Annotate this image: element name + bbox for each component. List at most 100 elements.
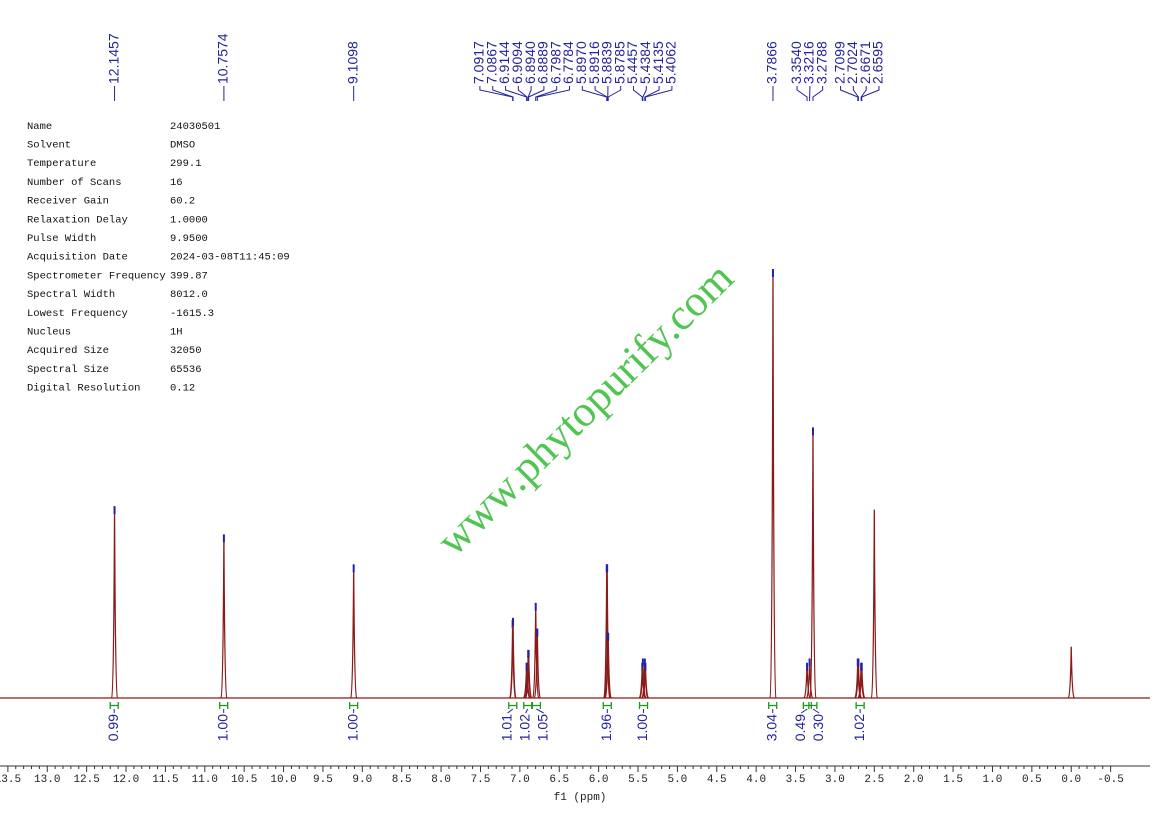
x-tick-label: 10.5 [231, 774, 257, 786]
x-tick-label: 8.5 [392, 774, 412, 786]
peak-label: 2.6595 [870, 41, 886, 84]
integral-bracket [523, 702, 533, 709]
param-key: Number of Scans [27, 177, 122, 189]
peak-label: 7.0917 [471, 41, 487, 84]
peak-label-connector [642, 86, 647, 101]
peak-label: 6.9094 [509, 41, 525, 84]
x-tick-label: 0.5 [1022, 774, 1042, 786]
peak-label-connector [581, 86, 608, 101]
peak [350, 565, 358, 699]
x-tick-label: 5.0 [667, 774, 687, 786]
peak-label: 7.0867 [483, 41, 499, 84]
integral-bracket [531, 702, 542, 709]
x-tick-label: 0.0 [1061, 774, 1081, 786]
integral-connector [800, 708, 808, 714]
peak-label: 9.1098 [344, 41, 360, 84]
integral-label: 0.99 [105, 714, 121, 741]
peak-label-connector [479, 86, 514, 101]
peak-label: 3.7866 [764, 41, 780, 84]
x-tick-label: 12.5 [73, 774, 99, 786]
param-value: 24030501 [170, 121, 220, 133]
integral-label: 1.00 [634, 714, 650, 741]
peak-label: 5.4384 [637, 41, 653, 84]
peak-label-connector [852, 86, 859, 101]
param-key: Digital Resolution [27, 383, 140, 395]
integral-label: 1.02 [851, 714, 867, 741]
integral-label: 3.04 [763, 714, 779, 741]
integral-connector [812, 708, 820, 714]
param-value: 1H [170, 326, 183, 338]
peak-label: 3.3216 [801, 41, 817, 84]
param-value: 2024-03-08T11:45:09 [170, 252, 290, 264]
x-tick-label: 3.5 [786, 774, 806, 786]
x-tick-label: 13.0 [34, 774, 60, 786]
peak-label: 6.8940 [522, 41, 538, 84]
param-key: Acquisition Date [27, 252, 128, 264]
peak-label: 3.3540 [788, 41, 804, 84]
integral-label: 1.00 [344, 714, 360, 741]
x-tick-label: 7.0 [510, 774, 530, 786]
peak-label: 12.1457 [105, 33, 121, 84]
integral-label: 1.05 [534, 714, 550, 741]
peak-label: 5.4135 [650, 41, 666, 84]
integral-bracket [219, 702, 229, 709]
param-value: DMSO [170, 139, 195, 151]
integral-bracket [508, 702, 518, 709]
integral-connector [536, 708, 544, 714]
integral-bracket [602, 702, 612, 709]
param-key: Spectrometer Frequency [27, 270, 166, 282]
peak [1067, 646, 1075, 699]
param-value: 9.9500 [170, 233, 208, 245]
peak-label-connector [812, 86, 824, 101]
integral-bracket [768, 702, 778, 709]
peak-label-connector [633, 86, 643, 101]
peak-label-connector [644, 86, 673, 101]
peak [870, 509, 878, 699]
peak-label: 2.7024 [844, 41, 860, 84]
x-tick-label: 4.0 [746, 774, 766, 786]
x-tick-label: 2.5 [864, 774, 884, 786]
x-tick-label: 9.0 [352, 774, 372, 786]
integral-bracket [638, 702, 649, 709]
param-value: 16 [170, 177, 183, 189]
peak-label-connector [594, 86, 608, 101]
peak-label-connector [644, 86, 660, 101]
peak-label: 6.7784 [560, 41, 576, 84]
param-value: 0.12 [170, 383, 195, 395]
peak-label: 6.8889 [535, 41, 551, 84]
x-tick-label: 5.5 [628, 774, 648, 786]
integral-label: 1.02 [516, 714, 532, 741]
integral-label: 1.00 [214, 714, 230, 741]
param-key: Spectral Size [27, 364, 109, 376]
param-value: 60.2 [170, 196, 195, 208]
x-tick-label: 1.0 [983, 774, 1003, 786]
x-tick-label: 10.0 [270, 774, 296, 786]
peak-label-connector [860, 86, 867, 101]
peak-label-connector [861, 86, 880, 101]
param-value: -1615.3 [170, 308, 214, 320]
param-value: 32050 [170, 345, 202, 357]
integral-label: 0.30 [810, 714, 826, 741]
peak-label: 2.7099 [831, 41, 847, 84]
peak-label-connector [535, 86, 558, 101]
param-key: Acquired Size [27, 345, 109, 357]
param-value: 8012.0 [170, 289, 208, 301]
peak-label: 5.8916 [586, 41, 602, 84]
peak-label: 3.2788 [813, 41, 829, 84]
param-value: 399.87 [170, 270, 208, 282]
peak-label-connector [796, 86, 808, 101]
peak-label: 6.7987 [547, 41, 563, 84]
x-tick-label: 9.5 [313, 774, 333, 786]
peak-label-connector [536, 86, 571, 101]
integral-bracket [855, 702, 865, 709]
peak-label: 6.9144 [496, 41, 512, 84]
x-tick-label: 13.5 [0, 774, 21, 786]
param-key: Nucleus [27, 326, 71, 338]
param-key: Solvent [27, 139, 71, 151]
integral-connector [525, 708, 529, 714]
param-key: Temperature [27, 158, 96, 170]
param-key: Relaxation Delay [27, 214, 128, 226]
watermark: www.phytopurify.com [427, 253, 743, 565]
